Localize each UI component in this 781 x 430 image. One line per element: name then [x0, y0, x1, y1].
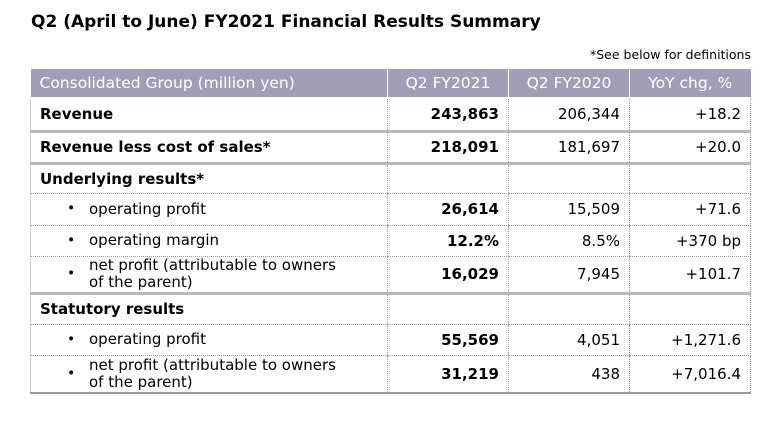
section-heading: Underlying results* — [30, 163, 388, 194]
section-heading-statutory: Statutory results — [30, 293, 751, 325]
value-yoy: +101.7 — [629, 256, 751, 295]
table-row-underlying-operating-profit: • operating profit 26,614 15,509 +71.6 — [30, 193, 751, 226]
row-label-cell: • net profit (attributable to owners of th… — [30, 256, 388, 295]
value-yoy: +7,016.4 — [629, 355, 751, 394]
value-q2-fy2020: 438 — [508, 355, 630, 394]
row-label-cell: • operating profit — [30, 324, 388, 356]
table-header-row: Consolidated Group (million yen) Q2 FY20… — [30, 69, 751, 97]
header-q2-fy2021: Q2 FY2021 — [387, 69, 509, 97]
value-q2-fy2020: 7,945 — [508, 256, 630, 295]
header-consolidated-group: Consolidated Group (million yen) — [30, 69, 388, 97]
value-q2-fy2021: 55,569 — [387, 324, 509, 356]
value-yoy: +370 bp — [629, 225, 751, 257]
row-label-line2: of the parent) — [89, 273, 193, 291]
row-label: Revenue — [30, 99, 388, 133]
row-label-cell: • net profit (attributable to owners of th… — [30, 355, 388, 394]
financial-results-table: Consolidated Group (million yen) Q2 FY20… — [30, 69, 751, 394]
bullet-icon: • — [67, 232, 76, 248]
row-label-line1: net profit (attributable to owners — [89, 256, 336, 274]
row-label-cell: • operating margin — [30, 225, 388, 257]
row-label: Revenue less cost of sales* — [30, 131, 388, 165]
value-q2-fy2020: 15,509 — [508, 193, 630, 226]
value-q2-fy2021: 31,219 — [387, 355, 509, 394]
row-label: operating margin — [89, 231, 220, 249]
table-row-statutory-operating-profit: • operating profit 55,569 4,051 +1,271.6 — [30, 324, 751, 356]
value-q2-fy2020: 206,344 — [508, 99, 630, 133]
table-row-revenue-less-cost: Revenue less cost of sales* 218,091 181,… — [30, 131, 751, 165]
table-row-underlying-net-profit: • net profit (attributable to owners of th… — [30, 256, 751, 295]
value-q2-fy2021: 243,863 — [387, 99, 509, 133]
bullet-icon: • — [67, 200, 76, 217]
row-label-cell: • operating profit — [30, 193, 388, 226]
table-row-statutory-net-profit: • net profit (attributable to owners of th… — [30, 355, 751, 394]
value-q2-fy2020: 4,051 — [508, 324, 630, 356]
value-q2-fy2021: 26,614 — [387, 193, 509, 226]
value-q2-fy2021: 16,029 — [387, 256, 509, 295]
value-yoy: +71.6 — [629, 193, 751, 226]
value-q2-fy2021: 12.2% — [387, 225, 509, 257]
row-label-line2: of the parent) — [89, 372, 193, 391]
value-yoy: +18.2 — [629, 99, 751, 133]
bullet-icon: • — [67, 331, 76, 347]
value-yoy: +1,271.6 — [629, 324, 751, 356]
header-yoy-change: YoY chg, % — [629, 69, 751, 97]
header-q2-fy2020: Q2 FY2020 — [508, 69, 630, 97]
definitions-note: *See below for definitions — [590, 47, 751, 62]
section-heading: Statutory results — [30, 293, 388, 325]
table-row-revenue: Revenue 243,863 206,344 +18.2 — [30, 99, 751, 133]
value-yoy: +20.0 — [629, 131, 751, 165]
section-heading-underlying: Underlying results* — [30, 163, 751, 194]
row-label: operating profit — [89, 199, 206, 218]
value-q2-fy2020: 181,697 — [508, 131, 630, 165]
table-row-underlying-operating-margin: • operating margin 12.2% 8.5% +370 bp — [30, 225, 751, 257]
row-label: operating profit — [89, 330, 206, 348]
row-label-line1: net profit (attributable to owners — [89, 355, 336, 374]
page-title: Q2 (April to June) FY2021 Financial Resu… — [31, 12, 541, 32]
value-q2-fy2020: 8.5% — [508, 225, 630, 257]
value-q2-fy2021: 218,091 — [387, 131, 509, 165]
bullet-icon: • — [67, 365, 76, 382]
bullet-icon: • — [67, 265, 76, 282]
